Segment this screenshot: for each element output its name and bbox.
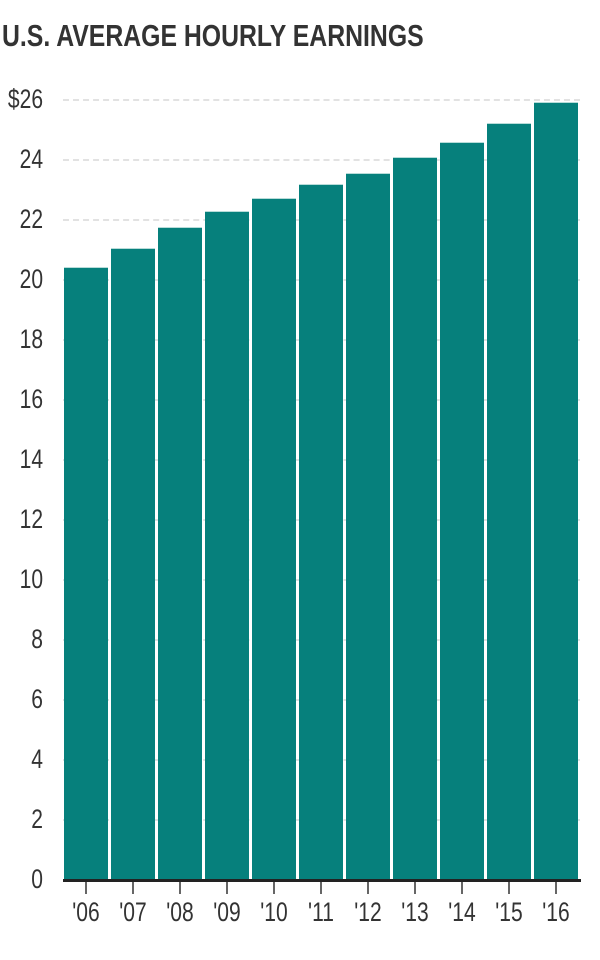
gridline (63, 159, 580, 161)
y-tick-label: 2 (31, 804, 43, 834)
x-tick-label: '15 (495, 897, 523, 927)
y-tick-label: 20 (19, 264, 43, 294)
x-tick (367, 882, 369, 894)
y-tick-label: 14 (19, 444, 43, 474)
x-tick (85, 882, 87, 894)
y-tick-label: 6 (31, 684, 43, 714)
y-tick-label: 12 (19, 504, 43, 534)
x-tick (226, 882, 228, 894)
bar (111, 247, 155, 880)
x-tick (132, 882, 134, 894)
y-tick-label: 24 (19, 144, 43, 174)
y-tick-label: 16 (19, 384, 43, 414)
x-axis-line (63, 879, 581, 882)
y-tick-label: 0 (31, 864, 43, 894)
x-tick (179, 882, 181, 894)
x-tick (320, 882, 322, 894)
bar (64, 267, 108, 880)
x-tick-label: '06 (72, 897, 100, 927)
x-tick-label: '07 (119, 897, 147, 927)
y-tick-label: 22 (19, 204, 43, 234)
gridline (63, 99, 580, 101)
x-tick (555, 882, 557, 894)
x-tick-label: '08 (166, 897, 194, 927)
bar (487, 123, 531, 880)
bar (440, 142, 484, 880)
x-tick-label: '10 (260, 897, 288, 927)
y-tick-label: 10 (19, 564, 43, 594)
bar (534, 102, 578, 880)
x-tick-label: '14 (448, 897, 476, 927)
x-tick-label: '09 (213, 897, 241, 927)
chart-title: U.S. AVERAGE HOURLY EARNINGS (2, 18, 424, 53)
x-tick-label: '11 (308, 897, 334, 927)
y-tick-label: 4 (31, 744, 43, 774)
x-tick (461, 882, 463, 894)
x-tick (508, 882, 510, 894)
x-tick-label: '13 (401, 897, 429, 927)
x-tick-label: '12 (354, 897, 382, 927)
y-tick-label: $26 (7, 84, 43, 114)
y-tick-label: 18 (19, 324, 43, 354)
y-tick-label: 8 (31, 624, 43, 654)
bar (252, 197, 296, 880)
bar (393, 157, 437, 880)
x-tick (273, 882, 275, 894)
x-tick-label: '16 (542, 897, 570, 927)
x-tick (414, 882, 416, 894)
bar (299, 183, 343, 880)
bar (205, 210, 249, 880)
bar (158, 226, 202, 880)
bar (346, 172, 390, 880)
